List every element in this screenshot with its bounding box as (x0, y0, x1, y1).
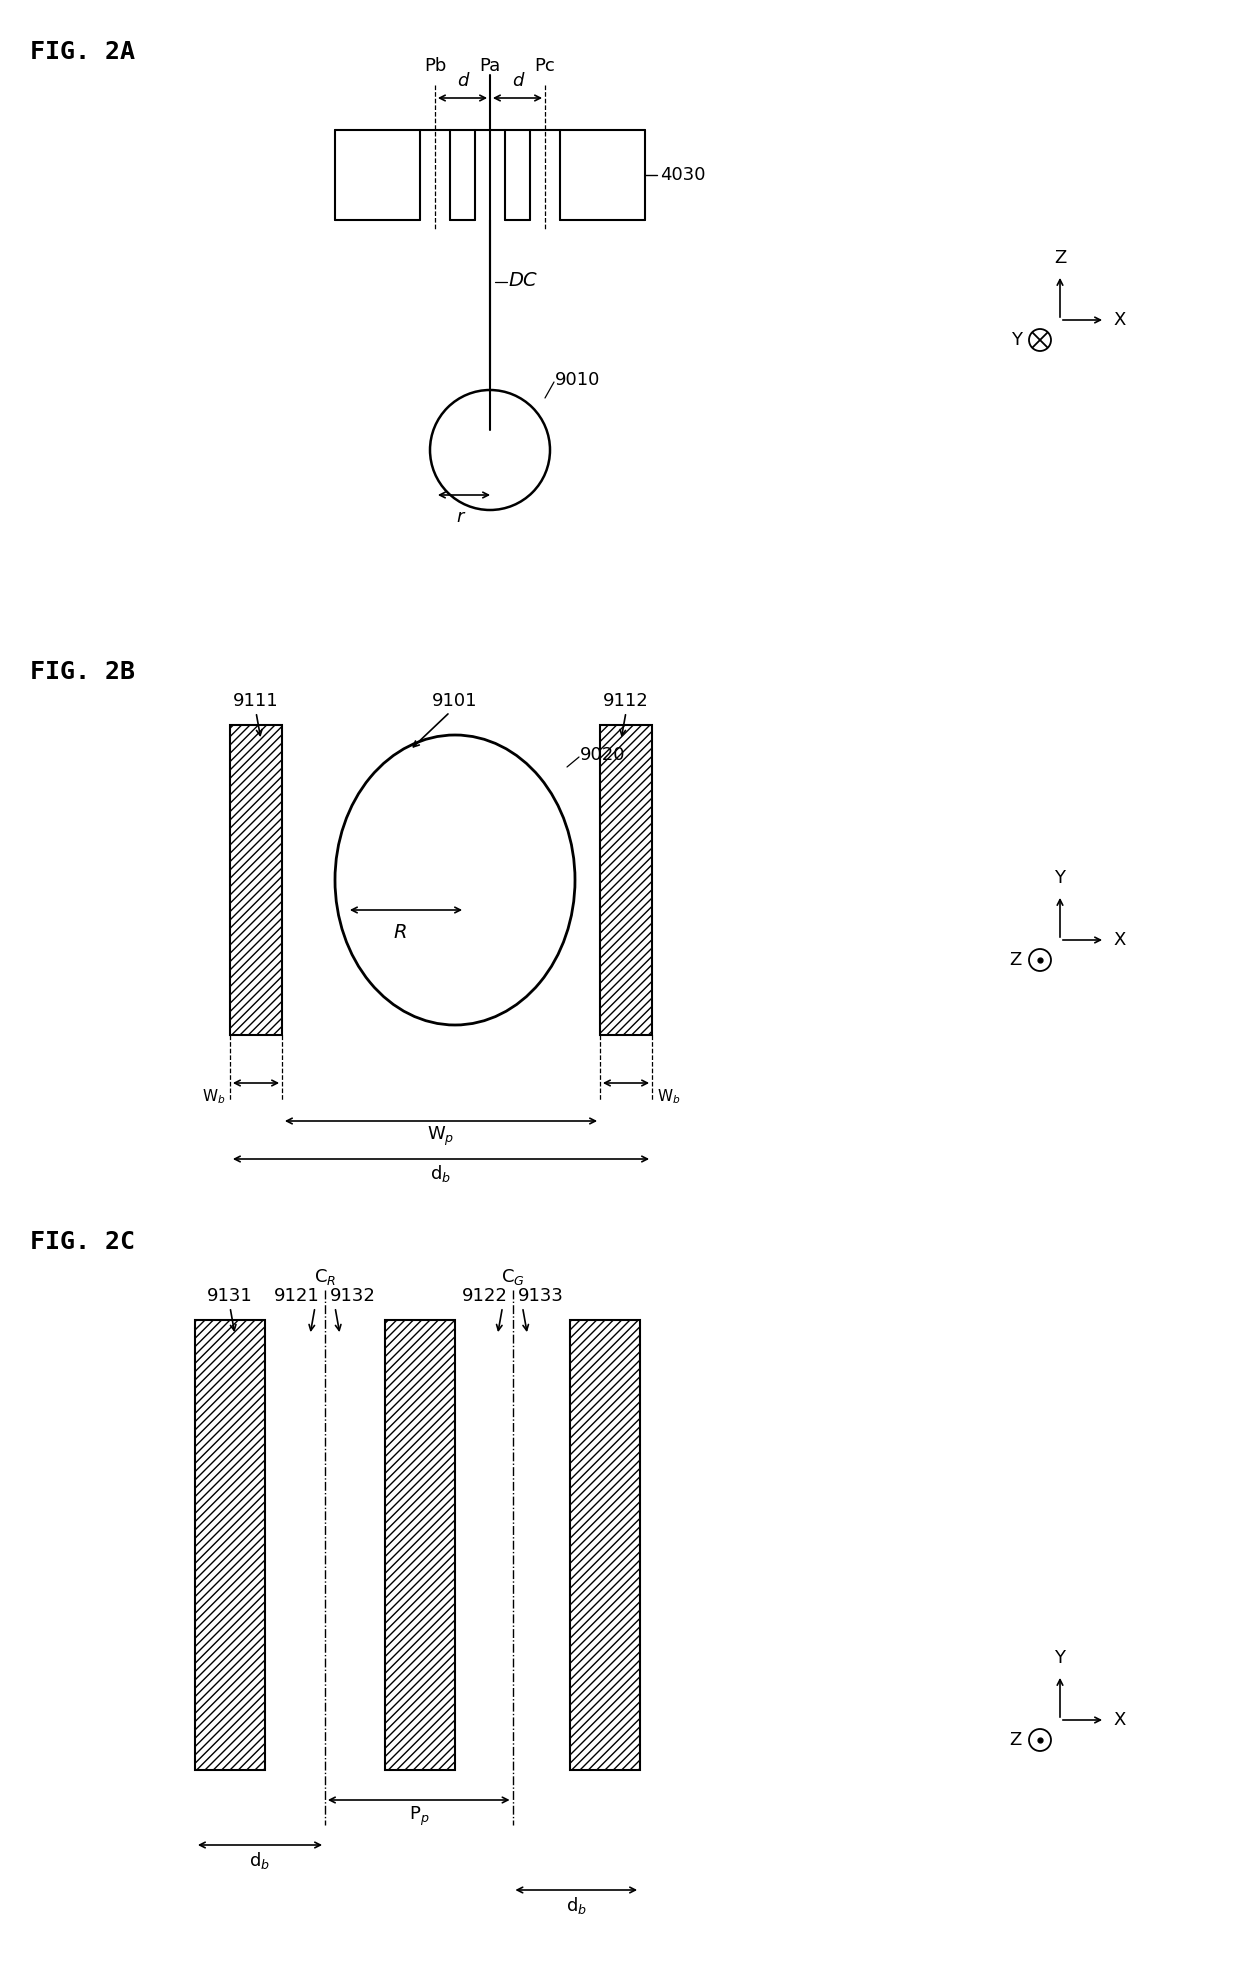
Text: FIG. 2B: FIG. 2B (30, 660, 135, 684)
Text: 9101: 9101 (433, 691, 477, 709)
Text: FIG. 2C: FIG. 2C (30, 1230, 135, 1254)
Text: C$_R$: C$_R$ (314, 1268, 336, 1288)
Text: Y: Y (1054, 868, 1065, 886)
Text: d$_b$: d$_b$ (430, 1162, 451, 1184)
Text: P$_p$: P$_p$ (408, 1804, 429, 1828)
Text: d: d (512, 72, 523, 89)
Text: X: X (1114, 932, 1126, 950)
Text: 9010: 9010 (556, 372, 600, 389)
Text: r: r (456, 509, 464, 527)
Text: Pc: Pc (534, 58, 556, 76)
Text: 9020: 9020 (580, 745, 625, 763)
Text: Pa: Pa (480, 58, 501, 76)
Text: W$_b$: W$_b$ (202, 1087, 224, 1105)
Text: 9121: 9121 (274, 1288, 320, 1305)
Text: FIG. 2A: FIG. 2A (30, 40, 135, 64)
Text: d$_b$: d$_b$ (249, 1850, 270, 1872)
Text: X: X (1114, 312, 1126, 330)
Text: 9131: 9131 (207, 1288, 253, 1305)
Text: Y: Y (1011, 332, 1022, 350)
Bar (570, 1319, 640, 1770)
Text: 4030: 4030 (660, 167, 706, 185)
Text: d: d (456, 72, 469, 89)
Bar (600, 725, 652, 1035)
Text: d$_b$: d$_b$ (565, 1896, 587, 1915)
Text: Pb: Pb (424, 58, 446, 76)
Text: X: X (1114, 1711, 1126, 1729)
Text: DC: DC (508, 270, 537, 290)
Text: 9132: 9132 (330, 1288, 376, 1305)
Text: 9112: 9112 (603, 691, 649, 709)
Text: Z: Z (1009, 1731, 1022, 1749)
Text: 9111: 9111 (233, 691, 279, 709)
Text: C$_G$: C$_G$ (501, 1268, 525, 1288)
Text: W$_b$: W$_b$ (657, 1087, 681, 1105)
Text: Z: Z (1009, 952, 1022, 970)
Text: 9133: 9133 (517, 1288, 563, 1305)
Text: W$_p$: W$_p$ (428, 1125, 455, 1148)
Text: R: R (393, 924, 407, 942)
Text: Y: Y (1054, 1649, 1065, 1667)
Text: 9122: 9122 (461, 1288, 507, 1305)
Bar (195, 1319, 265, 1770)
Bar (384, 1319, 455, 1770)
Bar (229, 725, 281, 1035)
Text: Z: Z (1054, 248, 1066, 266)
